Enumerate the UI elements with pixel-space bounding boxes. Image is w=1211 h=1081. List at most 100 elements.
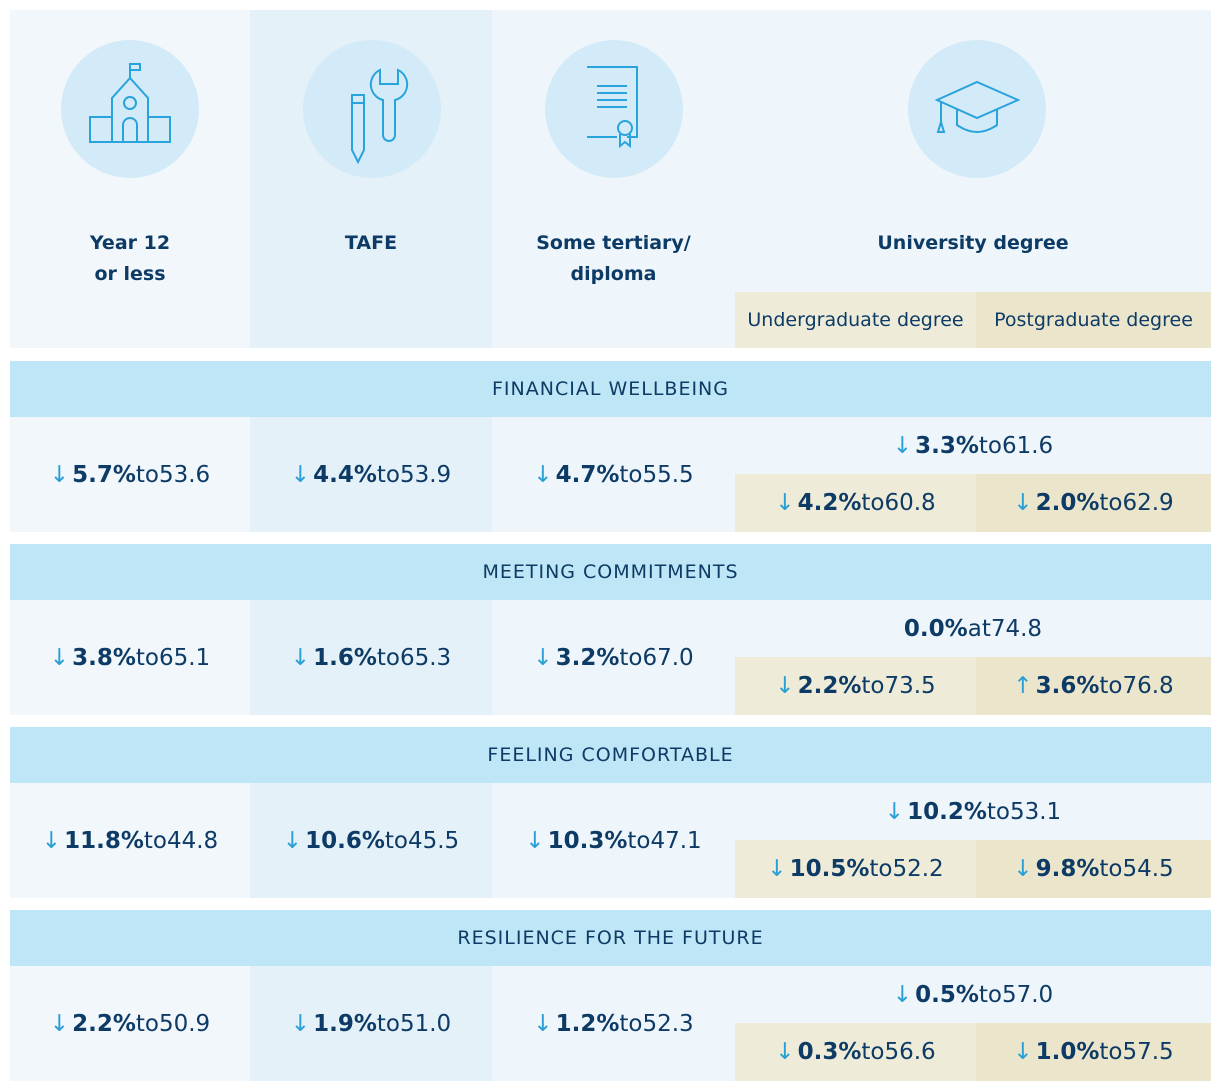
- trend-arrow: ↓: [1013, 490, 1033, 516]
- connector: to: [376, 1010, 400, 1037]
- index-value: 52.3: [642, 1010, 694, 1037]
- trend-arrow: ↓: [49, 644, 70, 671]
- connector: to: [986, 798, 1010, 825]
- index-value: 61.6: [1001, 432, 1054, 459]
- index-value: 57.5: [1122, 1039, 1174, 1065]
- subcolumn-label: Postgraduate degree: [976, 292, 1211, 348]
- index-value: 65.3: [399, 644, 452, 671]
- change: 10.6%: [305, 827, 385, 854]
- index-value: 51.0: [399, 1010, 452, 1037]
- change: 3.2%: [555, 644, 620, 671]
- change: 10.2%: [907, 798, 987, 825]
- graduation-icon: [934, 80, 1021, 133]
- trend-arrow: ↓: [533, 644, 553, 671]
- value-cell: ↓ 3.3% to 61.6: [735, 417, 1211, 474]
- column-label: Some tertiary/diploma: [536, 232, 691, 285]
- change: 4.4%: [313, 461, 377, 488]
- value-cell: ↓ 10.6% to 45.5: [250, 783, 492, 898]
- change: 3.6%: [1035, 673, 1100, 699]
- change: 1.2%: [555, 1010, 620, 1037]
- connector: at: [967, 615, 991, 642]
- trend-arrow: ↓: [1013, 1039, 1033, 1065]
- connector: to: [376, 461, 400, 488]
- index-value: 65.1: [158, 644, 211, 671]
- value-cell: ↓ 10.2% to 53.1: [735, 783, 1211, 840]
- change: 1.6%: [313, 644, 377, 671]
- value-cell: ↓ 1.0% to 57.5: [976, 1023, 1211, 1081]
- value-cell: 0.0% at 74.8: [735, 600, 1211, 657]
- change: 4.2%: [797, 490, 862, 516]
- change: 9.8%: [1035, 856, 1100, 882]
- connector: to: [1099, 1039, 1123, 1065]
- change: 0.5%: [915, 981, 979, 1008]
- value-cell: ↓ 2.0% to 62.9: [976, 474, 1211, 532]
- connector: to: [869, 856, 893, 882]
- trend-arrow: ↓: [290, 1010, 311, 1037]
- section-title: MEETING COMMITMENTS: [10, 544, 1211, 600]
- change: 1.9%: [313, 1010, 377, 1037]
- trend-arrow: ↓: [533, 461, 553, 488]
- connector: to: [619, 461, 643, 488]
- value-cell: ↓ 4.7% to 55.5: [492, 417, 735, 532]
- value-cell: ↓ 2.2% to 73.5: [735, 657, 976, 715]
- column-label: TAFE: [344, 232, 398, 254]
- index-value: 76.8: [1122, 673, 1174, 699]
- index-value: 52.2: [892, 856, 944, 882]
- trend-arrow: ↓: [892, 432, 913, 459]
- value-cell: ↓ 1.2% to 52.3: [492, 966, 735, 1081]
- trend-arrow: ↓: [1013, 856, 1033, 882]
- connector: to: [143, 827, 167, 854]
- index-value: 45.5: [407, 827, 460, 854]
- connector: to: [1099, 856, 1123, 882]
- tools-icon: [351, 68, 409, 165]
- value-cell: ↓ 0.5% to 57.0: [735, 966, 1211, 1023]
- index-value: 56.6: [884, 1039, 936, 1065]
- section-title: RESILIENCE FOR THE FUTURE: [10, 910, 1211, 966]
- connector: to: [619, 1010, 643, 1037]
- index-value: 62.9: [1122, 490, 1174, 516]
- change: 0.0%: [903, 615, 968, 642]
- column-label: Year 12 or less: [89, 232, 171, 285]
- subcolumn-label: Undergraduate degree: [735, 292, 976, 348]
- connector: to: [978, 981, 1002, 1008]
- change: 11.8%: [64, 827, 144, 854]
- school-icon: [89, 63, 171, 143]
- connector: to: [376, 644, 400, 671]
- change: 2.2%: [797, 673, 862, 699]
- change: 0.3%: [797, 1039, 862, 1065]
- value-cell: ↓ 3.8% to 65.1: [10, 600, 250, 715]
- index-value: 47.1: [650, 827, 702, 854]
- trend-arrow: ↓: [884, 798, 905, 825]
- connector: to: [135, 1010, 159, 1037]
- icons: [61, 40, 1046, 178]
- trend-arrow: ↓: [49, 461, 70, 488]
- value-cell: ↓ 4.2% to 60.8: [735, 474, 976, 532]
- section-title: FINANCIAL WELLBEING: [10, 361, 1211, 417]
- change: 5.7%: [72, 461, 136, 488]
- value-cell: ↓ 1.6% to 65.3: [250, 600, 492, 715]
- index-value: 50.9: [158, 1010, 211, 1037]
- connector: to: [619, 644, 643, 671]
- connector: to: [978, 432, 1002, 459]
- change: 3.8%: [72, 644, 136, 671]
- connector: to: [384, 827, 408, 854]
- change: 10.5%: [789, 856, 870, 882]
- column-label: University degree: [877, 232, 1069, 254]
- connector: to: [1099, 490, 1123, 516]
- value-cell: ↓ 11.8% to 44.8: [10, 783, 250, 898]
- trend-arrow: ↓: [775, 1039, 795, 1065]
- trend-arrow: ↓: [290, 644, 311, 671]
- trend-arrow: ↓: [282, 827, 303, 854]
- index-value: 53.9: [399, 461, 452, 488]
- trend-arrow: ↓: [533, 1010, 553, 1037]
- index-value: 44.8: [166, 827, 219, 854]
- change: 4.7%: [555, 461, 620, 488]
- value-cell: ↑ 3.6% to 76.8: [976, 657, 1211, 715]
- connector: to: [1099, 673, 1123, 699]
- index-value: 54.5: [1122, 856, 1174, 882]
- section-title: FEELING COMFORTABLE: [10, 727, 1211, 783]
- value-cell: ↓ 10.3% to 47.1: [492, 783, 735, 898]
- index-value: 57.0: [1001, 981, 1054, 1008]
- connector: to: [861, 1039, 885, 1065]
